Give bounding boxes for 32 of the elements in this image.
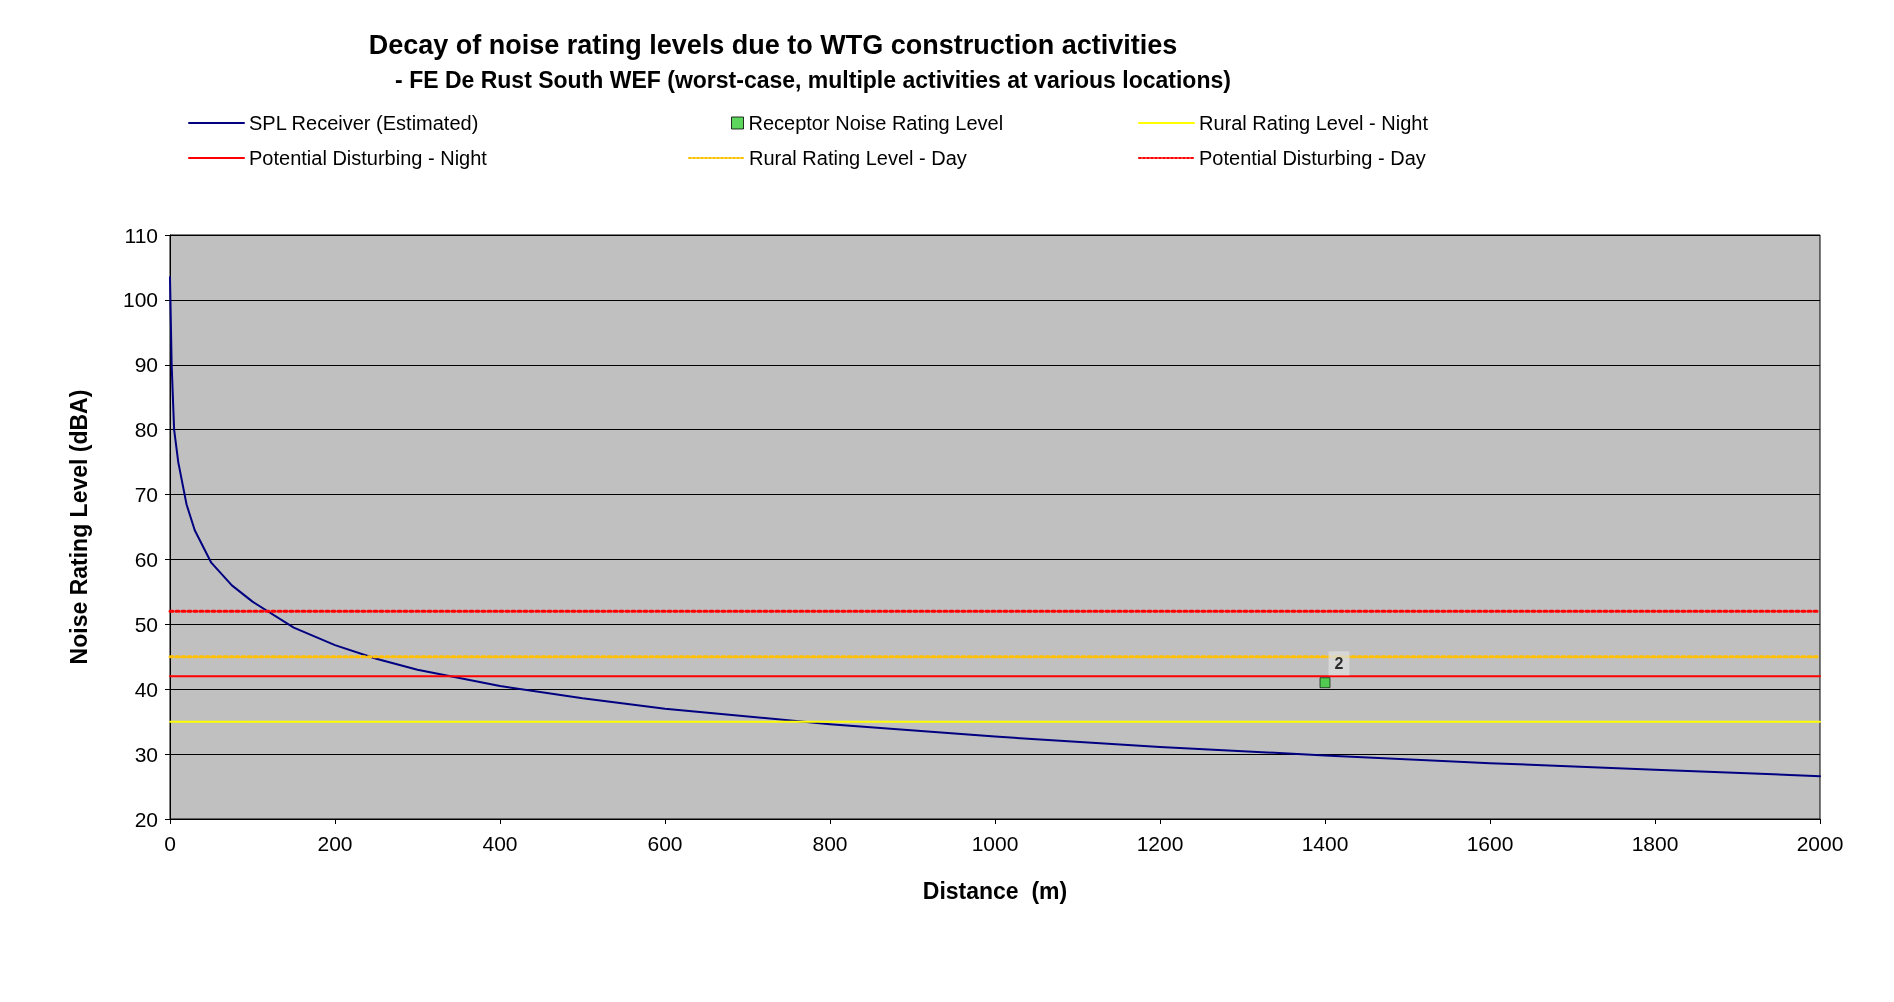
x-tick-label: 400 <box>482 832 518 855</box>
x-tick-label: 1000 <box>971 832 1019 855</box>
chart-title: Decay of noise rating levels due to WTG construction activities <box>368 29 1178 60</box>
y-tick-label: 50 <box>134 612 158 636</box>
y-tick-label: 60 <box>134 547 158 571</box>
legend-label: SPL Receiver (Estimated) <box>249 112 479 134</box>
legend-label: Potential Disturbing - Day <box>1199 147 1426 169</box>
x-tick-label: 1800 <box>1631 832 1679 855</box>
x-tick-label: 1200 <box>1136 832 1184 855</box>
legend-label: Receptor Noise Rating Level <box>748 112 1004 134</box>
x-tick-label: 800 <box>812 832 848 855</box>
chart-subtitle: - FE De Rust South WEF (worst-case, multiple activities at various locations) <box>395 66 1231 93</box>
y-tick-label: 110 <box>124 223 158 247</box>
y-tick-label: 70 <box>134 483 158 507</box>
x-axis-title: Distance (m) <box>922 877 1068 904</box>
annotation: 2 <box>1334 654 1344 672</box>
x-tick-label: 1400 <box>1301 832 1349 855</box>
legend-label: Potential Disturbing - Night <box>249 147 488 169</box>
x-tick-label: 0 <box>164 832 176 855</box>
legend-label: Rural Rating Level - Day <box>749 147 967 169</box>
y-tick-label: 40 <box>134 677 158 701</box>
x-tick-label: 1600 <box>1466 832 1514 855</box>
y-axis-title: Noise Rating Level (dBA) <box>65 389 92 665</box>
x-tick-label: 200 <box>317 832 353 855</box>
y-tick-label: 30 <box>134 742 158 766</box>
legend-label: Rural Rating Level - Night <box>1199 112 1429 134</box>
y-tick-label: 80 <box>134 418 158 442</box>
x-tick-label: 600 <box>647 832 683 855</box>
y-tick-label: 90 <box>134 353 158 377</box>
y-tick-label: 100 <box>122 288 158 312</box>
y-tick-label: 20 <box>134 807 158 831</box>
x-tick-label: 2000 <box>1796 832 1844 855</box>
